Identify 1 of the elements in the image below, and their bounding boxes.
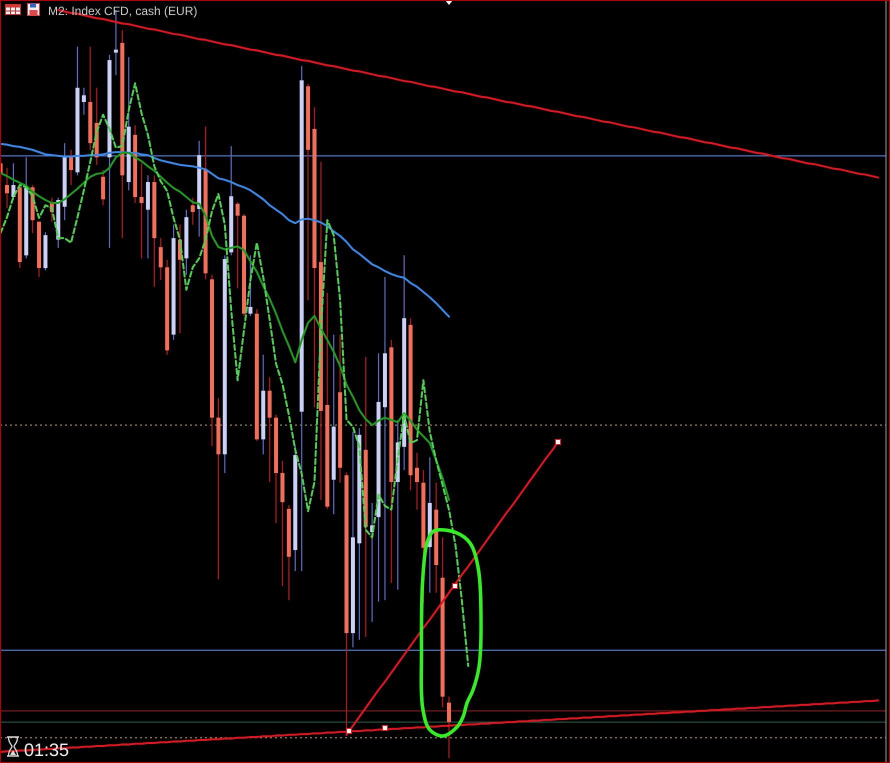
chart-title: M2: Index CFD, cash (EUR) xyxy=(48,4,198,18)
